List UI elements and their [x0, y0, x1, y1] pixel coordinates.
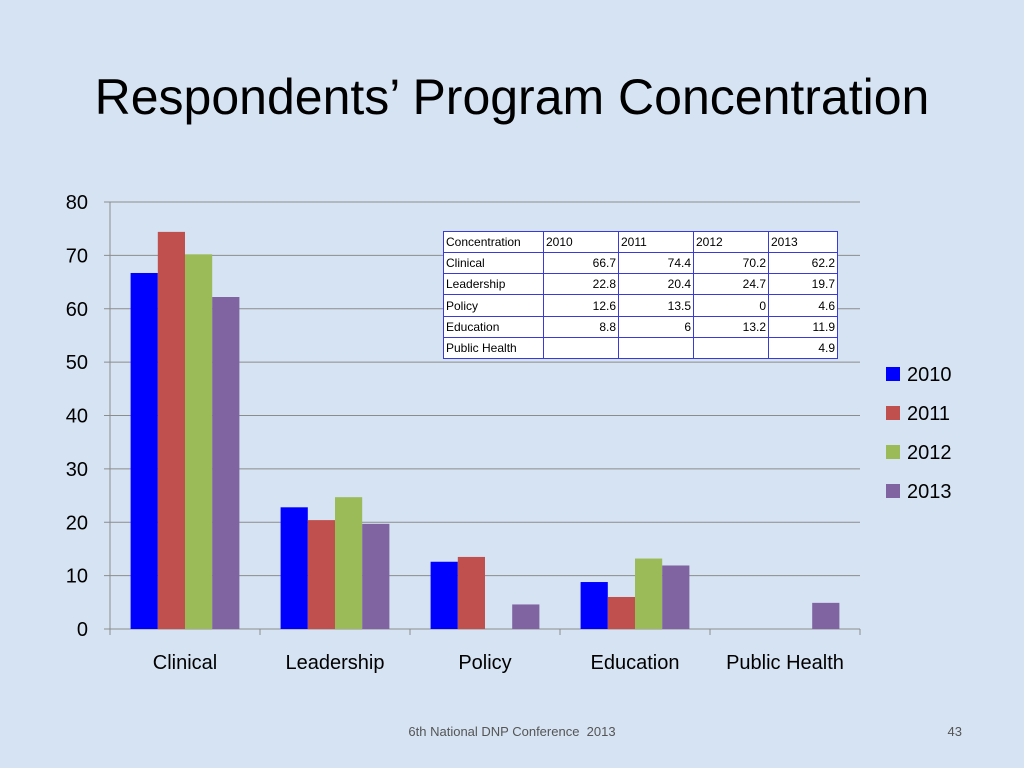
slide-title: Respondents’ Program Concentration [94, 69, 930, 125]
bar-education-2010 [580, 582, 608, 629]
table-header-row: Concentration 2010 2011 2012 2013 [443, 230, 838, 254]
table-cell: 8.8 [543, 315, 619, 338]
legend-label: 2013 [907, 481, 952, 503]
table-cell-label: Policy [443, 294, 544, 317]
table-cell: 22.8 [543, 273, 619, 296]
table-cell-label: Public Health [443, 336, 544, 360]
table-cell: 0 [693, 294, 769, 317]
table-cell-label: Clinical [443, 252, 544, 275]
table-row: Policy 12.6 13.5 0 4.6 [443, 294, 838, 317]
bar-education-2012 [635, 558, 663, 629]
y-tick-label: 0 [77, 619, 88, 641]
x-tick-label: Policy [458, 652, 511, 674]
page-number: 43 [947, 724, 962, 739]
table-cell: 13.2 [693, 315, 769, 338]
x-tick-label: Education [591, 652, 680, 674]
legend-label: 2010 [907, 364, 952, 386]
table-cell: 74.4 [618, 252, 694, 275]
bar-leadership-2010 [280, 507, 308, 629]
y-tick-label: 70 [66, 245, 88, 267]
bar-policy-2013 [512, 604, 540, 629]
y-tick-label: 10 [66, 566, 88, 588]
legend-label: 2012 [907, 442, 952, 464]
slide-footer: 6th National DNP Conference 2013 [408, 724, 616, 739]
legend-swatch [886, 445, 900, 459]
table-cell: 4.6 [768, 294, 838, 317]
bar-education-2013 [662, 565, 690, 629]
bar-clinical-2011 [157, 231, 185, 629]
table-header-cell: 2012 [693, 230, 769, 254]
x-tick-label: Clinical [153, 652, 217, 674]
x-tick-label: Leadership [286, 652, 385, 674]
table-header-cell: 2013 [768, 230, 838, 254]
y-tick-label: 20 [66, 512, 88, 534]
legend-swatch [886, 484, 900, 498]
legend-swatch [886, 406, 900, 420]
y-tick-label: 80 [66, 192, 88, 214]
table-cell: 13.5 [618, 294, 694, 317]
table-cell-label: Leadership [443, 273, 544, 296]
table-cell: 62.2 [768, 252, 838, 275]
y-tick-label: 30 [66, 459, 88, 481]
table-cell: 12.6 [543, 294, 619, 317]
table-header-cell: 2010 [543, 230, 619, 254]
table-cell: 4.9 [768, 336, 838, 360]
bar-policy-2011 [457, 556, 485, 629]
table-row: Public Health 4.9 [443, 336, 838, 360]
bar-education-2011 [607, 596, 635, 629]
bar-clinical-2012 [185, 254, 213, 629]
table-row: Clinical 66.7 74.4 70.2 62.2 [443, 252, 838, 275]
table-header-cell: Concentration [443, 230, 544, 254]
bar-leadership-2013 [362, 523, 390, 629]
legend-swatch [886, 367, 900, 381]
table-cell: 70.2 [693, 252, 769, 275]
table-row: Education 8.8 6 13.2 11.9 [443, 315, 838, 338]
bar-policy-2010 [430, 561, 458, 629]
table-cell: 6 [618, 315, 694, 338]
table-cell: 20.4 [618, 273, 694, 296]
table-header-cell: 2011 [618, 230, 694, 254]
table-row: Leadership 22.8 20.4 24.7 19.7 [443, 273, 838, 296]
x-tick-label: Public Health [726, 652, 844, 674]
table-cell: 24.7 [693, 273, 769, 296]
table-cell-label: Education [443, 315, 544, 338]
bar-public-health-2013 [812, 602, 840, 629]
data-table: Concentration 2010 2011 2012 2013 Clinic… [443, 230, 838, 360]
table-cell: 11.9 [768, 315, 838, 338]
legend-label: 2011 [907, 403, 950, 425]
table-cell: 66.7 [543, 252, 619, 275]
bar-leadership-2011 [307, 520, 335, 629]
table-cell [693, 336, 769, 360]
y-tick-label: 50 [66, 352, 88, 374]
bar-clinical-2010 [130, 272, 158, 629]
bar-leadership-2012 [335, 497, 363, 629]
y-tick-label: 60 [66, 299, 88, 321]
table-cell [618, 336, 694, 360]
table-cell: 19.7 [768, 273, 838, 296]
table-cell [543, 336, 619, 360]
y-tick-label: 40 [66, 406, 88, 428]
bar-clinical-2013 [212, 297, 240, 629]
